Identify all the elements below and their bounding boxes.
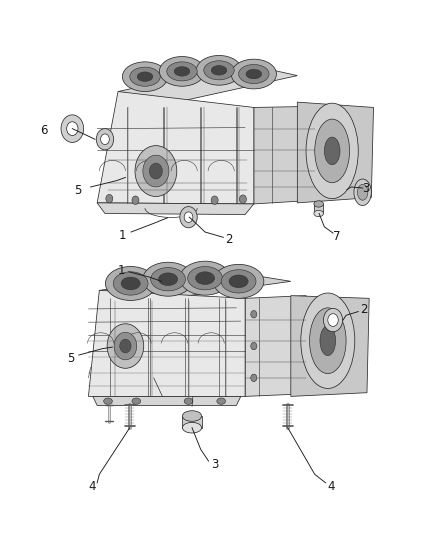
Ellipse shape — [159, 273, 178, 286]
Ellipse shape — [251, 311, 257, 318]
Polygon shape — [97, 203, 254, 215]
Ellipse shape — [310, 308, 346, 374]
Polygon shape — [88, 290, 245, 397]
Ellipse shape — [135, 146, 177, 197]
Ellipse shape — [159, 56, 205, 86]
Ellipse shape — [314, 211, 323, 216]
Ellipse shape — [96, 128, 114, 150]
Ellipse shape — [251, 374, 257, 382]
Ellipse shape — [315, 119, 350, 183]
Ellipse shape — [354, 179, 371, 206]
Text: 3: 3 — [362, 182, 370, 195]
Ellipse shape — [107, 324, 144, 368]
Ellipse shape — [183, 422, 201, 433]
Ellipse shape — [213, 264, 264, 298]
Ellipse shape — [180, 207, 197, 228]
Ellipse shape — [204, 61, 234, 80]
Ellipse shape — [132, 398, 141, 405]
Ellipse shape — [357, 184, 368, 200]
Text: 5: 5 — [67, 352, 75, 365]
Ellipse shape — [251, 342, 257, 350]
Text: 5: 5 — [74, 184, 81, 197]
Ellipse shape — [196, 55, 242, 85]
Ellipse shape — [113, 272, 148, 295]
Ellipse shape — [106, 266, 156, 301]
Ellipse shape — [187, 266, 223, 290]
Ellipse shape — [184, 212, 193, 222]
Ellipse shape — [324, 137, 340, 165]
Ellipse shape — [328, 314, 338, 326]
Polygon shape — [291, 296, 369, 397]
Ellipse shape — [306, 103, 358, 199]
Ellipse shape — [221, 270, 256, 293]
Ellipse shape — [122, 62, 168, 92]
Polygon shape — [99, 272, 291, 300]
Ellipse shape — [183, 411, 201, 421]
Ellipse shape — [137, 72, 153, 82]
Text: 1: 1 — [119, 229, 126, 242]
Polygon shape — [254, 107, 315, 204]
Ellipse shape — [246, 69, 261, 79]
Ellipse shape — [301, 293, 355, 389]
Text: 2: 2 — [360, 303, 367, 317]
Ellipse shape — [231, 59, 276, 89]
Ellipse shape — [314, 201, 323, 207]
Polygon shape — [118, 64, 297, 103]
Ellipse shape — [143, 155, 169, 187]
Text: 2: 2 — [225, 233, 233, 246]
Ellipse shape — [143, 262, 193, 296]
Ellipse shape — [320, 326, 336, 356]
Text: 3: 3 — [211, 458, 218, 471]
Text: 6: 6 — [40, 124, 47, 137]
Polygon shape — [93, 397, 241, 406]
Ellipse shape — [211, 66, 227, 75]
Ellipse shape — [114, 332, 137, 360]
Ellipse shape — [217, 398, 226, 405]
Ellipse shape — [132, 196, 139, 205]
Text: 4: 4 — [88, 480, 95, 493]
Ellipse shape — [151, 268, 185, 291]
Text: 7: 7 — [333, 230, 340, 243]
Ellipse shape — [184, 398, 193, 405]
Polygon shape — [314, 204, 323, 214]
Ellipse shape — [106, 195, 113, 203]
Text: 4: 4 — [328, 480, 335, 493]
Ellipse shape — [323, 309, 343, 332]
Ellipse shape — [180, 261, 230, 295]
Ellipse shape — [101, 134, 110, 144]
Polygon shape — [297, 102, 374, 203]
Ellipse shape — [240, 195, 247, 204]
Ellipse shape — [239, 64, 269, 84]
Text: 1: 1 — [117, 264, 125, 277]
Ellipse shape — [149, 163, 162, 179]
Polygon shape — [97, 92, 254, 204]
Polygon shape — [182, 416, 201, 427]
Ellipse shape — [121, 277, 140, 290]
Ellipse shape — [167, 62, 197, 81]
Ellipse shape — [120, 339, 131, 353]
Ellipse shape — [174, 67, 190, 76]
Ellipse shape — [61, 115, 84, 142]
Polygon shape — [245, 296, 306, 397]
Ellipse shape — [211, 196, 218, 205]
Ellipse shape — [67, 122, 78, 135]
Ellipse shape — [104, 398, 113, 405]
Ellipse shape — [130, 67, 160, 86]
Ellipse shape — [229, 275, 248, 288]
Ellipse shape — [195, 272, 215, 285]
